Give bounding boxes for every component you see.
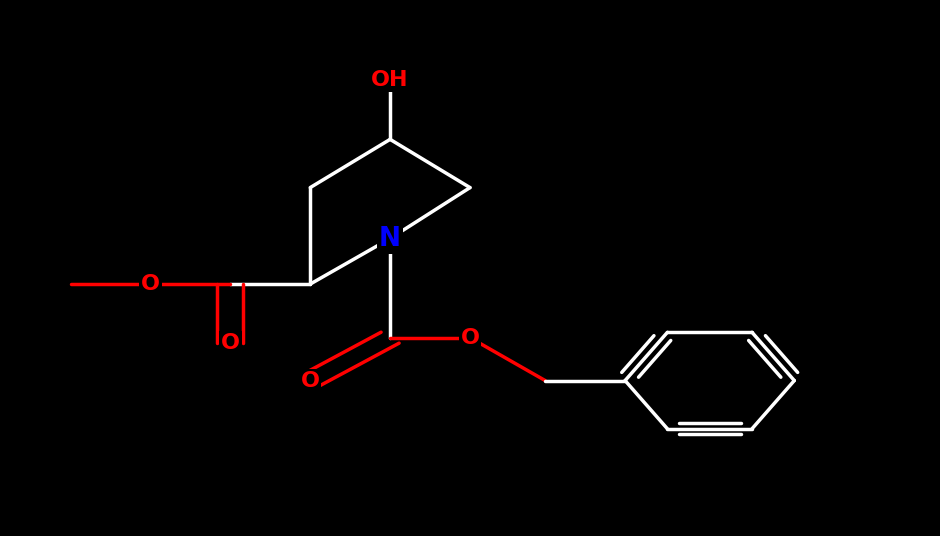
Text: O: O: [461, 327, 479, 348]
Text: OH: OH: [371, 70, 409, 91]
Text: O: O: [301, 370, 320, 391]
Text: O: O: [141, 274, 160, 294]
Text: N: N: [379, 226, 401, 251]
Text: O: O: [221, 333, 240, 353]
